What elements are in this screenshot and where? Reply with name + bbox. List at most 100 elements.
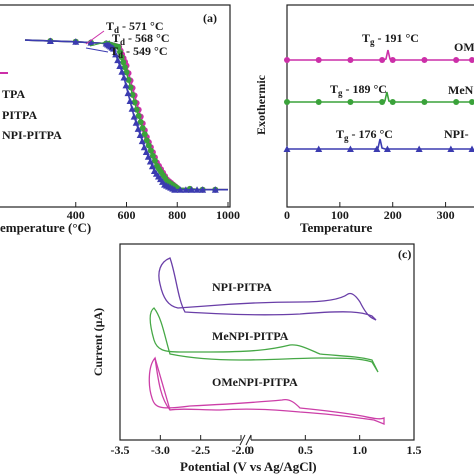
panel-a-x-axis-label: emperature (°C) [0, 220, 91, 235]
axis-break [239, 434, 252, 446]
dsc-point [453, 57, 460, 63]
dsc-point [453, 99, 460, 105]
td-sub: d [114, 25, 119, 35]
tga-point [143, 137, 150, 144]
tga-point [134, 125, 142, 132]
dsc-point [315, 145, 323, 152]
dsc-point [379, 57, 386, 63]
tga-point [126, 97, 134, 104]
tga-point [116, 62, 124, 69]
panel-c-y-axis-label: Current (µA) [91, 308, 105, 376]
panel-a-frame [0, 4, 231, 208]
x-tick-label: 600 [118, 208, 136, 222]
tga-point [149, 152, 156, 159]
dsc-point [283, 145, 291, 152]
tga-point [171, 186, 179, 193]
tga-point [145, 142, 152, 149]
dsc-point [284, 99, 290, 105]
tga-point [72, 38, 80, 45]
tga-point [142, 148, 150, 155]
panel-b-x-ticks: 0 100 200 300 [284, 202, 455, 222]
x-tick-label: 400 [67, 208, 85, 222]
panel-b-curves [283, 49, 474, 152]
panel-a: (a) Td - 571 °C Td - 568 °C Td - 549 °C … [0, 4, 240, 235]
panel-b-series-label-2: MeN [448, 83, 474, 97]
tga-point [46, 37, 54, 44]
x-tick-label: 300 [437, 208, 455, 222]
cv-curve-omenpi-tail [154, 357, 171, 411]
x-tick-label: 100 [331, 208, 349, 222]
panel-a-curves [24, 37, 228, 193]
cv-curve-menpi [149, 307, 379, 373]
tga-point [176, 186, 184, 193]
panel-b-annotation-3: Tg - 176 °C [336, 127, 393, 143]
td-rest: - 549 °C [123, 44, 167, 58]
tga-point [148, 162, 156, 170]
td-prefix: T [106, 19, 114, 33]
dsc-point [421, 99, 428, 105]
td-sub: d [120, 37, 125, 47]
tga-point [139, 125, 146, 132]
panel-a-legend: TPA PITPA NPI-PITPA [0, 72, 62, 142]
dsc-point [469, 57, 474, 63]
tga-point [124, 89, 132, 97]
panel-c-label: (c) [398, 247, 411, 261]
panel-a-annotation-1: Td - 571 °C [85, 19, 164, 45]
x-tick-label: -2.5 [191, 443, 210, 457]
svg-text:Td - 571 °C: Td - 571 °C [106, 19, 164, 35]
tga-point [118, 68, 126, 75]
tga-point [138, 137, 146, 145]
tga-point [151, 157, 158, 164]
x-tick-label: 1000 [216, 208, 240, 222]
tga-point [137, 119, 144, 126]
dsc-point [421, 57, 428, 63]
panel-b-annotation-2: Tg - 189 °C [330, 82, 387, 98]
legend-item-3: NPI-PITPA [2, 128, 62, 142]
dsc-point [383, 145, 391, 152]
tga-point [130, 113, 138, 120]
tga-point [144, 153, 152, 160]
td-sub: d [118, 50, 123, 60]
dsc-point [389, 57, 396, 63]
cv-curve-npi [158, 257, 377, 321]
x-tick-label: 1.5 [407, 443, 422, 457]
tga-point [211, 186, 219, 193]
td-rest: - 571 °C [119, 19, 163, 33]
tga-point [141, 131, 148, 138]
tga-point [123, 69, 130, 76]
cv-curve-omenpi [148, 356, 385, 425]
tga-point [112, 50, 120, 58]
panel-b-frame [286, 4, 474, 208]
dsc-point [347, 57, 354, 63]
dsc-point [284, 57, 290, 63]
dsc-point [346, 145, 354, 152]
x-tick-label: 800 [168, 208, 186, 222]
tga-point [122, 81, 130, 89]
tga-point [133, 106, 140, 113]
x-tick-label: 0.5 [298, 443, 313, 457]
dsc-point [415, 145, 423, 152]
tga-point [115, 43, 122, 50]
dsc-series-1 [287, 49, 472, 61]
tga-point [120, 59, 127, 66]
tga-point [129, 91, 136, 98]
dsc-point [447, 145, 455, 152]
x-tick-label: -3.0 [151, 443, 170, 457]
dsc-point [379, 99, 386, 105]
panel-c-x-axis-label: Potential (V vs Ag/AgCl) [180, 459, 317, 474]
tga-point [193, 186, 201, 193]
x-tick-label: 0 [248, 443, 254, 457]
tga-point [118, 54, 125, 61]
panel-b-annotation-1: Tg - 191 °C [362, 31, 419, 47]
panel-c-x-ticks: -3.5 -3.0 -2.5 -2.00 0.5 1.0 1.5 [111, 435, 422, 457]
dsc-point [469, 99, 474, 105]
x-tick-label: 1.0 [352, 443, 367, 457]
tga-point [110, 45, 118, 52]
dsc-point [315, 57, 322, 63]
panel-b-y-axis-label: Exothermic [254, 74, 268, 135]
tga-point [182, 186, 190, 193]
panel-c: (c) Current (µA) NPI-PITPA MeNPI-PITPA O… [91, 243, 422, 474]
tga-point [147, 147, 154, 154]
dsc-point [315, 99, 322, 105]
